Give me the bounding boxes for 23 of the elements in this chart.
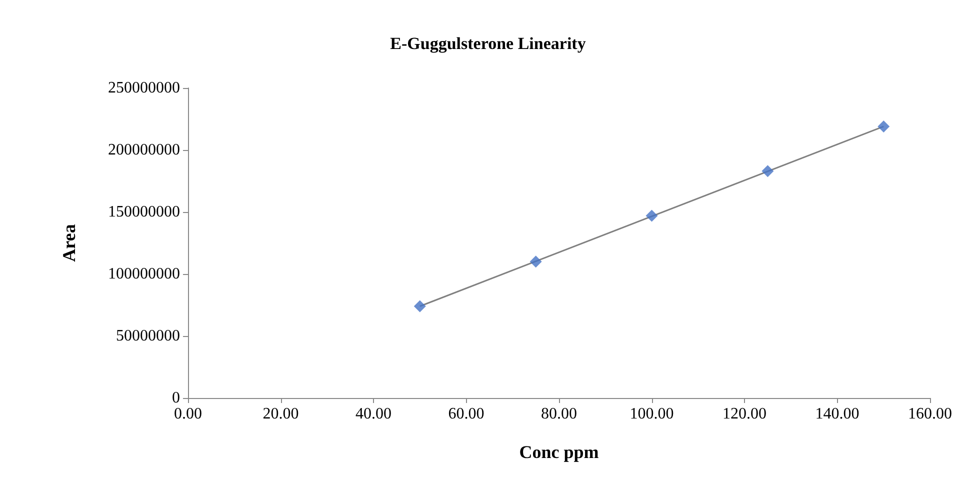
x-tick-label: 40.00 — [356, 406, 392, 422]
point — [646, 210, 658, 222]
x-tick-label: 140.00 — [815, 406, 860, 422]
chart-title: E-Guggulsterone Linearity — [390, 34, 586, 53]
x-axis-title: Conc ppm — [519, 442, 599, 462]
x-tick-label: 60.00 — [448, 406, 484, 422]
point — [530, 256, 542, 268]
y-tick-label: 50000000 — [116, 328, 180, 344]
point — [414, 300, 426, 312]
x-tick-label: 80.00 — [541, 406, 577, 422]
x-tick-label: 120.00 — [722, 406, 766, 422]
point — [878, 120, 890, 132]
point — [762, 165, 774, 178]
y-tick-label: 200000000 — [108, 142, 180, 158]
x-tick-label: 100.00 — [630, 406, 674, 422]
y-tick-label: 0 — [172, 390, 180, 406]
x-tick-label: 20.00 — [262, 406, 299, 422]
y-tick-label: 100000000 — [108, 266, 180, 282]
y-axis-title: Area — [59, 224, 79, 262]
x-tick-label: 160.00 — [908, 406, 952, 422]
y-tick-label: 150000000 — [108, 204, 180, 220]
y-tick-label: 250000000 — [108, 80, 180, 96]
x-tick-label: 0.00 — [174, 406, 202, 422]
